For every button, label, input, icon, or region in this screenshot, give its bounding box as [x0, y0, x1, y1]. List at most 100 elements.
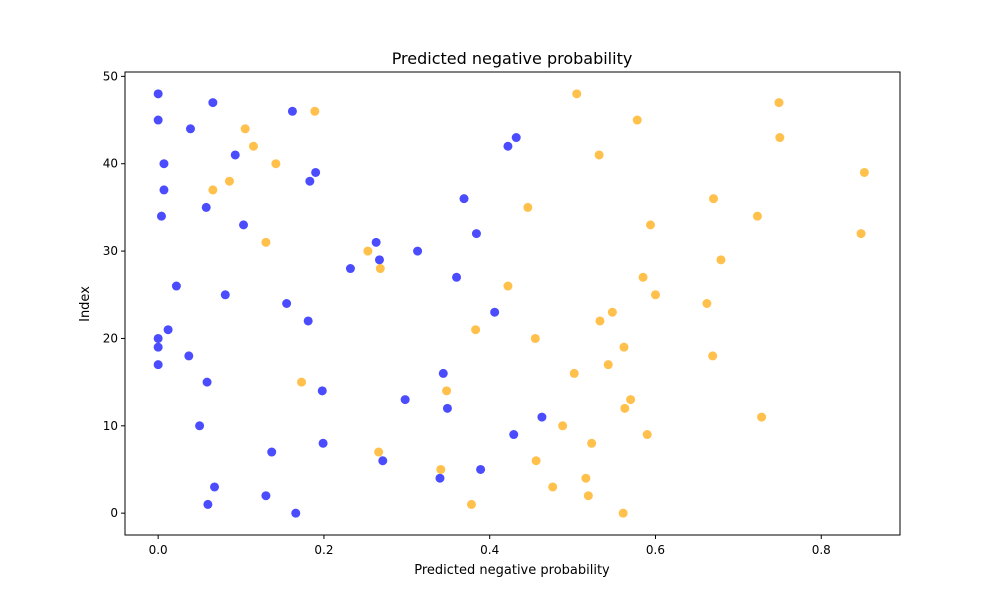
x-tick-label: 0.6	[646, 543, 665, 557]
data-point-series-1-8	[587, 438, 597, 448]
data-point-series-0-31	[371, 237, 381, 247]
data-point-series-0-19	[153, 342, 163, 352]
data-point-series-1-4	[581, 473, 591, 483]
data-point-series-1-10	[558, 421, 568, 431]
data-point-series-1-27	[638, 272, 648, 282]
data-point-series-0-43	[511, 133, 521, 143]
data-point-series-0-34	[156, 211, 166, 221]
data-point-series-0-15	[202, 377, 212, 387]
data-point-series-1-14	[442, 386, 452, 396]
data-point-series-1-24	[702, 299, 712, 308]
data-point-series-0-16	[438, 368, 448, 378]
data-point-series-1-23	[607, 307, 617, 317]
data-point-series-1-7	[374, 447, 384, 457]
data-point-series-0-29	[374, 255, 384, 265]
data-point-series-0-38	[305, 176, 315, 186]
data-point-series-1-12	[620, 403, 630, 413]
y-tick-label: 20	[103, 331, 118, 345]
data-point-series-1-48	[572, 89, 582, 99]
data-point-series-0-5	[476, 464, 486, 474]
x-tick-label: 0.0	[149, 543, 168, 557]
data-point-series-1-28	[375, 264, 385, 274]
data-point-series-0-26	[171, 281, 181, 291]
data-point-series-1-3	[548, 482, 558, 492]
y-axis-label: Index	[78, 286, 93, 322]
data-point-series-0-4	[435, 473, 445, 483]
data-point-series-1-29	[716, 255, 726, 265]
data-point-series-1-41	[594, 150, 604, 160]
data-point-series-0-36	[459, 194, 469, 204]
data-point-series-1-26	[503, 281, 513, 291]
data-point-series-0-40	[159, 159, 169, 169]
data-point-series-0-33	[239, 220, 249, 230]
data-point-series-0-39	[311, 167, 321, 177]
data-point-series-0-30	[413, 246, 423, 256]
data-point-series-1-46	[310, 106, 320, 116]
data-point-series-1-32	[856, 229, 866, 239]
data-point-series-0-12	[442, 403, 452, 413]
y-tick-label: 40	[103, 157, 118, 171]
y-tick-label: 0	[110, 506, 118, 520]
data-point-series-0-46	[287, 106, 297, 116]
data-point-series-0-28	[345, 264, 355, 274]
data-point-series-0-9	[509, 430, 519, 440]
data-point-series-0-2	[261, 491, 271, 501]
data-point-series-1-45	[632, 115, 642, 125]
data-point-series-1-37	[208, 185, 218, 195]
x-tick-label: 0.8	[812, 543, 831, 557]
data-point-series-1-5	[436, 464, 446, 474]
data-point-series-0-25	[220, 290, 230, 300]
data-point-series-1-0	[618, 508, 628, 518]
plot-frame	[124, 71, 901, 536]
data-point-series-0-35	[201, 202, 211, 212]
data-point-series-0-22	[303, 316, 313, 326]
data-point-series-1-44	[240, 124, 250, 134]
x-axis-ticks: 0.0 0.2 0.4 0.6 0.8	[149, 535, 831, 557]
data-point-series-0-32	[471, 229, 481, 239]
y-tick-label: 10	[103, 419, 118, 433]
data-point-series-1-30	[363, 246, 373, 256]
data-point-series-1-36	[709, 194, 718, 204]
data-point-series-0-18	[184, 351, 194, 361]
data-point-series-1-15	[297, 377, 307, 387]
y-tick-label: 50	[103, 69, 118, 83]
data-point-series-0-20	[153, 333, 163, 343]
data-point-series-0-42	[503, 141, 513, 151]
data-point-series-1-13	[626, 395, 636, 405]
data-point-series-0-8	[318, 438, 328, 448]
data-point-series-1-42	[248, 141, 258, 151]
data-point-series-0-45	[153, 115, 163, 125]
data-point-series-1-38	[224, 176, 234, 186]
data-point-series-1-40	[271, 159, 281, 169]
data-point-series-0-11	[537, 412, 547, 422]
y-axis-ticks: 0 10 20 30 40 50	[103, 69, 125, 520]
data-point-series-1-43	[775, 133, 785, 143]
data-point-series-1-16	[569, 368, 579, 378]
data-point-series-1-9	[642, 430, 652, 440]
data-point-series-1-20	[530, 333, 540, 343]
data-point-series-0-7	[267, 447, 277, 457]
x-tick-label: 0.4	[480, 543, 499, 557]
data-point-series-1-17	[603, 360, 613, 370]
data-point-series-0-41	[230, 150, 240, 160]
data-point-series-0-44	[185, 124, 195, 134]
data-point-series-0-17	[153, 360, 163, 370]
x-axis-label: Predicted negative probability	[414, 563, 610, 578]
data-points	[153, 89, 869, 518]
data-point-series-1-22	[595, 316, 605, 326]
data-point-series-1-6	[531, 456, 541, 466]
chart-title: Predicted negative probability	[392, 49, 633, 68]
data-point-series-0-14	[317, 386, 327, 396]
data-point-series-1-19	[619, 342, 629, 352]
data-point-series-1-31	[261, 237, 271, 247]
data-point-series-1-33	[646, 220, 656, 230]
data-point-series-0-48	[153, 89, 163, 99]
data-point-series-0-6	[378, 456, 388, 466]
data-point-series-0-27	[452, 272, 462, 282]
data-point-series-0-1	[203, 499, 213, 509]
data-point-series-0-37	[159, 185, 169, 195]
data-point-series-1-39	[859, 167, 869, 177]
data-point-series-1-2	[583, 491, 593, 501]
data-point-series-0-3	[210, 482, 220, 492]
